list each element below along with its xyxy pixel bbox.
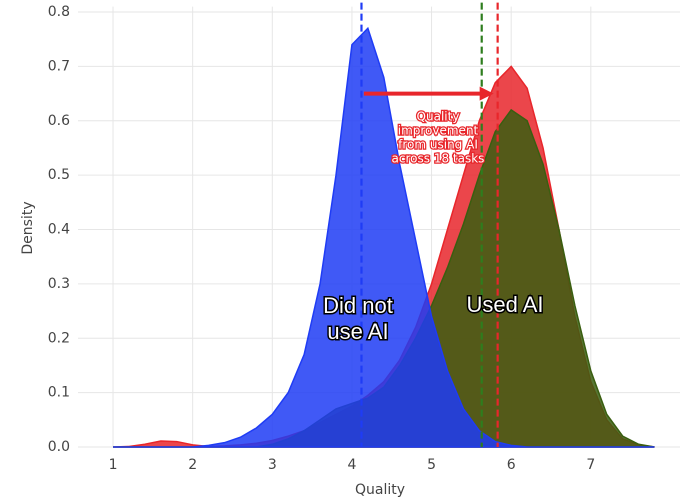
x-tick-label: 2 xyxy=(188,457,197,473)
y-tick-label: 0.3 xyxy=(48,276,70,292)
y-tick-label: 0.8 xyxy=(48,4,70,20)
x-tick-label: 5 xyxy=(427,457,436,473)
x-tick-label: 4 xyxy=(347,457,356,473)
annotation: from using AI xyxy=(398,138,478,152)
y-tick-label: 0.0 xyxy=(48,439,70,455)
annotation: across 18 tasks xyxy=(392,152,485,166)
y-tick-label: 0.5 xyxy=(48,167,70,183)
x-tick-label: 1 xyxy=(109,457,118,473)
y-tick-label: 0.2 xyxy=(48,330,70,346)
annotation: improvement xyxy=(398,124,479,138)
y-tick-label: 0.6 xyxy=(48,113,70,129)
y-axis-label: Density xyxy=(20,201,36,254)
x-tick-label: 6 xyxy=(507,457,516,473)
annotation: use AI xyxy=(327,319,388,344)
x-tick-label: 7 xyxy=(586,457,595,473)
x-axis-label: Quality xyxy=(355,482,405,498)
annotation: Quality xyxy=(417,110,460,124)
x-tick-label: 3 xyxy=(268,457,277,473)
annotation: Did not xyxy=(323,293,393,318)
y-tick-label: 0.1 xyxy=(48,385,70,401)
density-area xyxy=(113,26,655,448)
arrow-head xyxy=(479,86,494,101)
y-tick-label: 0.7 xyxy=(48,58,70,74)
annotation: Used AI xyxy=(466,292,543,317)
y-tick-label: 0.4 xyxy=(48,222,70,238)
